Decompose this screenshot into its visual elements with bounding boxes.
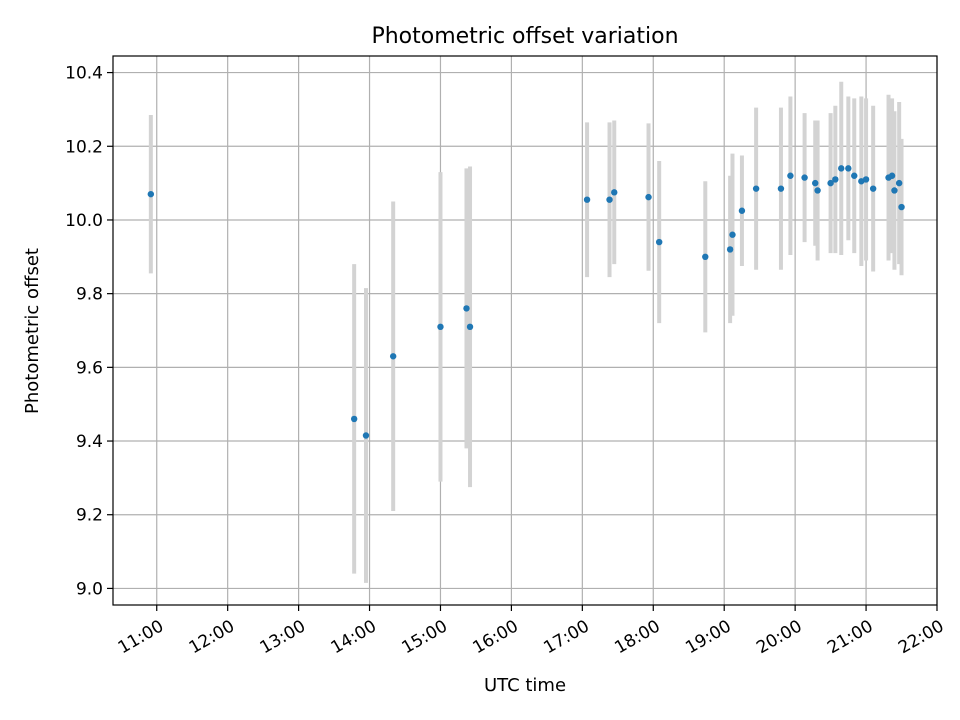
data-point [898, 203, 905, 211]
data-point [437, 323, 444, 331]
data-point [350, 415, 358, 423]
data-point [655, 238, 663, 246]
data-point [752, 185, 760, 192]
data-point [702, 253, 709, 261]
plot-frame [112, 55, 938, 606]
y-tick-label: 9.6 [76, 358, 103, 378]
data-point [726, 246, 734, 253]
data-point [606, 196, 613, 203]
data-point [814, 187, 821, 194]
y-tick-label: 9.2 [76, 506, 103, 526]
data-point [362, 432, 370, 439]
chart-title: Photometric offset variation [371, 24, 678, 49]
y-tick-label: 9.0 [76, 579, 103, 599]
data-point [801, 174, 808, 181]
data-point [147, 190, 155, 198]
y-tick-label: 9.4 [76, 432, 103, 452]
y-tick-label: 10.4 [65, 64, 103, 84]
data-point [466, 323, 474, 331]
data-points [147, 165, 905, 439]
data-point [738, 207, 746, 214]
y-axis-ticks: 9.0 9.2 9.4 9.6 9.8 10.0 10.2 10.4 [65, 64, 113, 599]
y-axis-title: Photometric offset [22, 248, 43, 414]
y-tick-label: 9.8 [76, 285, 103, 305]
data-point [645, 193, 652, 201]
data-point [851, 172, 858, 179]
data-point [827, 179, 834, 187]
data-point [583, 196, 591, 203]
data-point [891, 187, 898, 194]
data-point [869, 185, 877, 192]
y-tick-label: 10.2 [65, 137, 103, 157]
data-point [777, 185, 785, 192]
data-point [832, 176, 839, 183]
data-point [812, 179, 819, 187]
y-tick-label: 10.0 [65, 211, 103, 231]
data-point [862, 176, 870, 183]
x-axis-title: UTC time [484, 675, 566, 696]
data-point [838, 165, 845, 172]
data-point [389, 353, 397, 360]
data-point [787, 172, 794, 179]
data-point [611, 189, 618, 196]
data-point [888, 172, 896, 179]
data-point [895, 179, 903, 187]
data-point [729, 231, 736, 238]
data-point [463, 305, 470, 312]
data-point [845, 165, 852, 172]
